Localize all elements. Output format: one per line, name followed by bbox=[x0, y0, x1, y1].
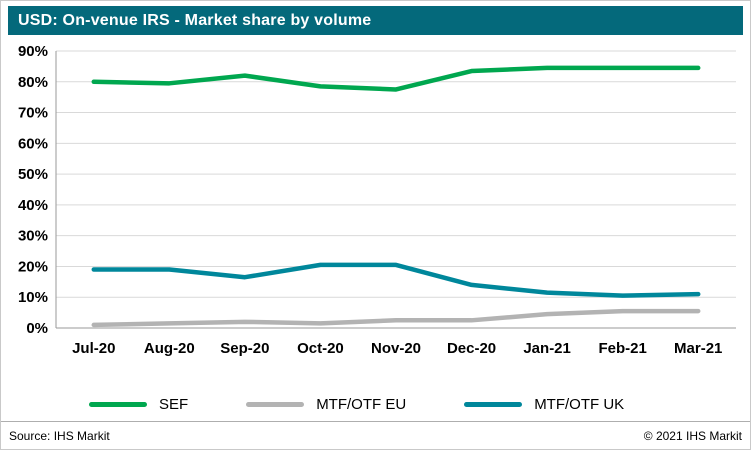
legend-label-sef: SEF bbox=[159, 395, 189, 413]
chart-title: USD: On-venue IRS - Market share by volu… bbox=[18, 12, 372, 29]
svg-text:Feb-21: Feb-21 bbox=[598, 340, 646, 357]
svg-text:0%: 0% bbox=[26, 320, 48, 337]
svg-text:80%: 80% bbox=[18, 74, 48, 91]
svg-text:Dec-20: Dec-20 bbox=[447, 340, 496, 357]
source-credit: Source: IHS Markit bbox=[9, 429, 110, 443]
svg-text:Aug-20: Aug-20 bbox=[144, 340, 195, 357]
svg-text:40%: 40% bbox=[18, 197, 48, 214]
mtf-otf-eu-line-swatch bbox=[246, 401, 305, 407]
chart-title-bar: USD: On-venue IRS - Market share by volu… bbox=[8, 6, 743, 35]
svg-text:Mar-21: Mar-21 bbox=[674, 340, 722, 357]
svg-text:70%: 70% bbox=[18, 105, 48, 122]
svg-text:20%: 20% bbox=[18, 258, 48, 275]
legend-item-mtf-otf-eu: MTF/OTF EU bbox=[246, 396, 406, 413]
line-chart: 0% 10% 20% 30% 40% 50% 60% 70% 80% 90% Jul-20 Aug-2… bbox=[18, 43, 736, 357]
svg-text:Sep-20: Sep-20 bbox=[220, 340, 269, 357]
svg-text:50%: 50% bbox=[18, 166, 48, 183]
svg-text:90%: 90% bbox=[18, 43, 48, 60]
sef-line-swatch bbox=[89, 401, 147, 407]
svg-text:30%: 30% bbox=[18, 228, 48, 245]
footer: Source: IHS Markit © 2021 IHS Markit bbox=[1, 422, 750, 449]
legend-item-sef: SEF bbox=[89, 396, 188, 413]
mtf-otf-uk-line-swatch bbox=[464, 401, 523, 407]
copyright-notice: © 2021 IHS Markit bbox=[643, 429, 742, 443]
svg-text:Nov-20: Nov-20 bbox=[371, 340, 421, 357]
svg-text:60%: 60% bbox=[18, 135, 48, 152]
legend-item-mtf-otf-uk: MTF/OTF UK bbox=[464, 396, 624, 413]
svg-text:10%: 10% bbox=[18, 289, 48, 306]
svg-text:Jul-20: Jul-20 bbox=[72, 340, 115, 357]
svg-text:Jan-21: Jan-21 bbox=[523, 340, 571, 357]
footer-divider bbox=[1, 421, 750, 422]
legend-label-mtf-otf-eu: MTF/OTF EU bbox=[316, 395, 407, 413]
legend: SEF MTF/OTF EU MTF/OTF UK bbox=[89, 393, 730, 415]
legend-label-mtf-otf-uk: MTF/OTF UK bbox=[534, 395, 625, 413]
svg-text:Oct-20: Oct-20 bbox=[297, 340, 344, 357]
